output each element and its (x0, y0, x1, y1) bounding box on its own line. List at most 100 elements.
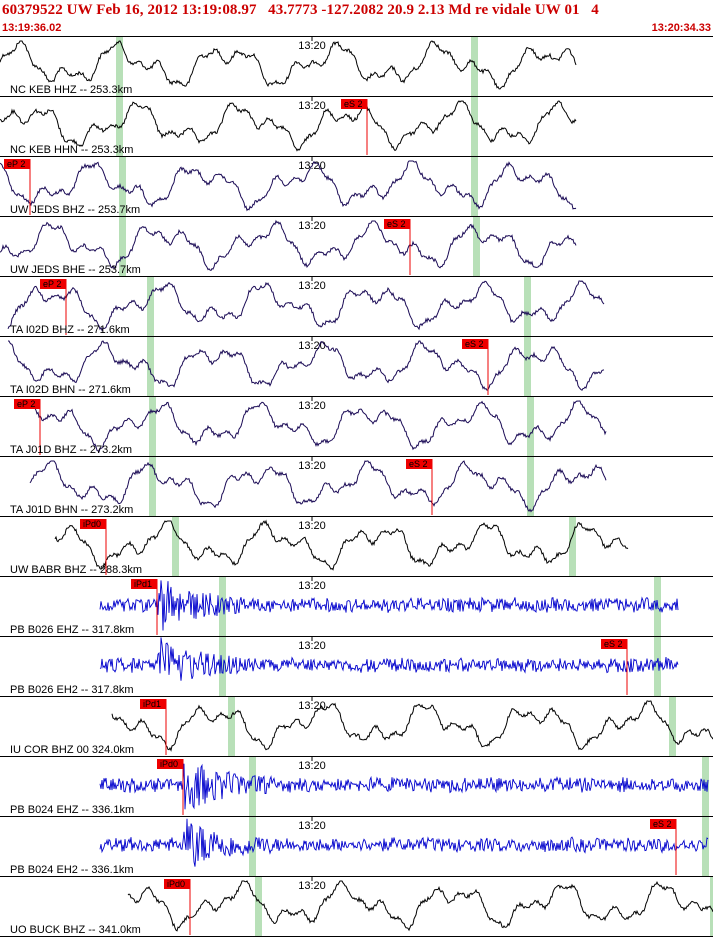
event-title: 60379522 UW Feb 16, 2012 13:19:08.97 43.… (2, 2, 599, 18)
time-window-marker (527, 397, 534, 457)
time-window-marker (149, 457, 156, 517)
waveform (0, 100, 577, 152)
pick-phase-label: eP 2 (17, 399, 35, 409)
time-window-marker (228, 697, 235, 757)
time-tick-label: 13:20 (298, 100, 326, 112)
pick-phase-label: eS 2 (465, 339, 484, 349)
waveform (0, 40, 577, 90)
time-tick-label: 13:20 (298, 880, 326, 892)
waveform (99, 818, 709, 867)
pick-flag[interactable] (341, 99, 367, 109)
station-label: TA J01D BHN -- 273.2km (10, 504, 133, 516)
time-window-marker (119, 217, 126, 277)
pick-phase-label: eP 2 (7, 159, 25, 169)
station-label: PB B024 EH2 -- 336.1km (10, 864, 134, 876)
pick-flag[interactable] (650, 819, 676, 829)
pick-flag[interactable] (157, 759, 183, 769)
time-window-marker (219, 637, 226, 697)
pick-phase-label: iPd0 (83, 519, 101, 529)
station-label: IU COR BHZ 00 324.0km (10, 744, 134, 756)
time-window-marker (527, 457, 534, 517)
time-window-marker (654, 637, 661, 697)
waveform (29, 460, 607, 513)
station-label: TA I02D BHZ -- 271.6km (10, 324, 130, 336)
trace-panel: 13:20 eP 2 TA I02D BHZ -- 271.6km (0, 277, 713, 337)
trace-panel: 13:20 iPd1 PB B026 EHZ -- 317.8km (0, 577, 713, 637)
time-window-marker (219, 577, 226, 637)
trace-panel: 13:20 NC KEB HHZ -- 253.3km (0, 37, 713, 97)
pick-phase-label: iPd1 (134, 579, 152, 589)
pick-flag[interactable] (80, 519, 106, 529)
waveform (0, 219, 577, 271)
waveform (0, 160, 577, 212)
pick-flag[interactable] (140, 699, 166, 709)
station-label: TA I02D BHN -- 271.6km (10, 384, 131, 396)
pick-flag[interactable] (462, 339, 488, 349)
time-tick-label: 13:20 (298, 460, 326, 472)
station-label: PB B024 EHZ -- 336.1km (10, 804, 134, 816)
time-window-marker (710, 877, 713, 937)
time-window-marker (249, 817, 256, 877)
pick-flag[interactable] (601, 639, 627, 649)
pick-flag[interactable] (384, 219, 410, 229)
time-tick-label: 13:20 (298, 340, 326, 352)
station-label: TA J01D BHZ -- 273.2km (10, 444, 132, 456)
trace-panel: 13:20 eP 2 TA J01D BHZ -- 273.2km (0, 397, 713, 457)
waveform (54, 519, 629, 571)
end-time: 13:20:34.33 (651, 22, 711, 34)
time-window-marker (524, 337, 531, 397)
waveform (99, 763, 709, 810)
trace-panel: 13:20 iPd0 PB B024 EHZ -- 336.1km (0, 757, 713, 817)
time-window-marker (255, 877, 262, 937)
time-window-marker (669, 697, 676, 757)
waveform (29, 400, 607, 453)
station-label: PB B026 EHZ -- 317.8km (10, 624, 134, 636)
pick-flag[interactable] (14, 399, 40, 409)
time-tick-label: 13:20 (298, 40, 326, 52)
waveform (7, 280, 605, 332)
trace-panel: 13:20 eS 2 TA J01D BHN -- 273.2km (0, 457, 713, 517)
time-tick-label: 13:20 (298, 520, 326, 532)
waveform (99, 580, 679, 631)
seismogram-plot: 13:20 NC KEB HHZ -- 253.3km 13:20 eS 2 NC KE… (0, 37, 713, 937)
pick-phase-label: eS 2 (344, 99, 363, 109)
time-tick-label: 13:20 (298, 400, 326, 412)
trace-panel: 13:20 eS 2 NC KEB HHN -- 253.3km (0, 97, 713, 157)
pick-phase-label: eP 2 (43, 279, 61, 289)
time-window-marker (471, 97, 478, 157)
waveform (8, 340, 605, 391)
time-tick-label: 13:20 (298, 220, 326, 232)
trace-panel: 13:20 iPd0 UO BUCK BHZ -- 341.0km (0, 877, 713, 937)
time-window-marker (149, 397, 156, 457)
trace-panel: 13:20 iPd0 UW BABR BHZ -- 288.3km (0, 517, 713, 577)
time-window-marker (471, 157, 478, 217)
time-tick-label: 13:20 (298, 760, 326, 772)
time-window-marker (569, 517, 576, 577)
waveform (111, 700, 713, 752)
pick-flag[interactable] (131, 579, 157, 589)
time-tick-label: 13:20 (298, 280, 326, 292)
trace-panel: 13:20 eS 2 PB B026 EH2 -- 317.8km (0, 637, 713, 697)
pick-flag[interactable] (406, 459, 432, 469)
time-window-marker (473, 217, 480, 277)
time-window-marker (172, 517, 179, 577)
station-label: NC KEB HHN -- 253.3km (10, 144, 133, 156)
time-tick-label: 13:20 (298, 820, 326, 832)
pick-phase-label: eS 2 (409, 459, 428, 469)
time-window-marker (147, 277, 154, 337)
station-label: UW JEDS BHE -- 253.7km (10, 264, 141, 276)
pick-flag[interactable] (164, 879, 190, 889)
trace-panel: 13:20 eS 2 TA I02D BHN -- 271.6km (0, 337, 713, 397)
pick-flag[interactable] (4, 159, 30, 169)
trace-panel: 13:20 eS 2 UW JEDS BHE -- 253.7km (0, 217, 713, 277)
pick-phase-label: eS 2 (387, 219, 406, 229)
time-window-marker (249, 757, 256, 817)
waveform (127, 880, 713, 932)
trace-panel: 13:20 eS 2 PB B024 EH2 -- 336.1km (0, 817, 713, 877)
pick-flag[interactable] (40, 279, 66, 289)
start-time: 13:19:36.02 (2, 22, 62, 34)
pick-phase-label: eS 2 (604, 639, 623, 649)
waveform (99, 637, 679, 681)
station-label: UO BUCK BHZ -- 341.0km (10, 924, 141, 936)
